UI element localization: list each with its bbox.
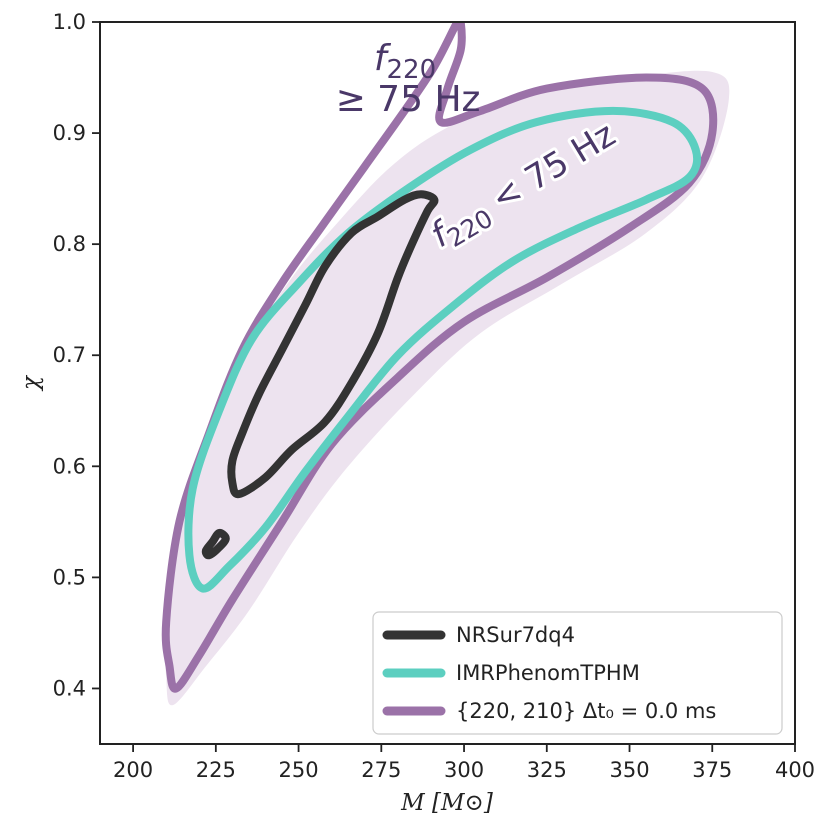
- ringdown-fill-region: [164, 70, 730, 706]
- legend-label-imr: IMRPhenomTPHM: [456, 661, 640, 685]
- y-tick-label: 1.0: [53, 10, 86, 34]
- x-tick-label: 375: [692, 758, 732, 782]
- f-high-annotation-value: ≥ 75 Hz: [336, 79, 481, 120]
- x-tick-label: 275: [361, 758, 401, 782]
- contour-lines: [161, 22, 718, 693]
- nrsur-contour-1: [201, 528, 230, 560]
- y-axis: 0.4 0.5 0.6 0.7 0.8 0.9 1.0: [53, 10, 100, 700]
- y-tick-label: 0.5: [53, 565, 86, 589]
- legend-label-nrsur: NRSur7dq4: [456, 623, 575, 647]
- y-tick-label: 0.6: [53, 454, 86, 478]
- nrsur-contour-0: [227, 190, 439, 499]
- x-tick-label: 300: [444, 758, 484, 782]
- legend-label-ringdown: {220, 210} Δt₀ = 0.0 ms: [456, 699, 716, 723]
- x-tick-label: 250: [279, 758, 319, 782]
- legend-box: [372, 611, 783, 735]
- x-axis: 200 225 250 275 300 325 350 375 400: [113, 744, 815, 782]
- legend: NRSur7dq4 IMRPhenomTPHM {220, 210} Δt₀ = 0…: [372, 611, 783, 735]
- plot-frame: [99, 21, 796, 745]
- imr-contour-0: [184, 106, 702, 593]
- x-axis-label: M [M⊙]: [400, 790, 493, 816]
- x-tick-label: 400: [775, 758, 815, 782]
- x-tick-label: 325: [527, 758, 567, 782]
- x-tick-label: 350: [609, 758, 649, 782]
- y-tick-label: 0.9: [53, 121, 86, 145]
- f-high-annotation: f220: [374, 38, 436, 85]
- credible-region-fill: [164, 70, 730, 706]
- y-tick-label: 0.7: [53, 343, 86, 367]
- x-tick-label: 200: [113, 758, 153, 782]
- x-tick-label: 225: [196, 758, 236, 782]
- y-tick-label: 0.8: [53, 232, 86, 256]
- y-axis-label: χ: [18, 374, 44, 392]
- y-tick-label: 0.4: [53, 676, 86, 700]
